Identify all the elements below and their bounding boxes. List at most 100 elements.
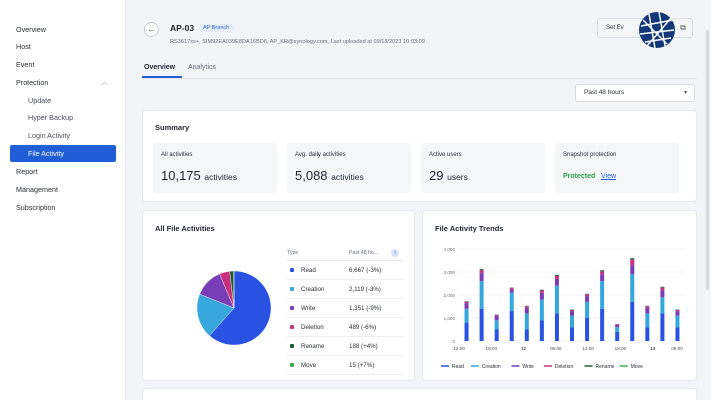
bar-segment-deletion[interactable]	[600, 271, 605, 275]
bar-segment-rename[interactable]	[660, 286, 665, 288]
bar-segment-creation[interactable]	[675, 315, 680, 328]
bar-segment-read[interactable]	[660, 313, 665, 341]
bar-segment-deletion[interactable]	[494, 314, 499, 316]
bar-segment-write[interactable]	[645, 307, 650, 314]
back-button[interactable]: ←	[144, 22, 159, 37]
time-range-select[interactable]: Past 48 hours ▾	[575, 84, 695, 102]
bar-segment-deletion[interactable]	[464, 301, 469, 304]
stat-number: 29	[429, 168, 444, 183]
legend-label[interactable]: Read	[452, 364, 464, 370]
bar-segment-deletion[interactable]	[645, 306, 650, 308]
sidebar-item-management[interactable]: Management	[16, 185, 58, 194]
bar-segment-creation[interactable]	[585, 301, 590, 318]
bar-segment-deletion[interactable]	[539, 290, 544, 293]
bar-segment-creation[interactable]	[479, 281, 484, 309]
scrollbar[interactable]	[706, 30, 709, 290]
bar-segment-creation[interactable]	[615, 327, 620, 332]
bar-segment-read[interactable]	[524, 329, 529, 342]
sidebar-item-event[interactable]: Event	[16, 60, 35, 69]
bar-segment-creation[interactable]	[539, 299, 544, 321]
legend-label[interactable]: Deletion	[555, 364, 574, 370]
bar-segment-write[interactable]	[464, 303, 469, 309]
bar-segment-rename[interactable]	[539, 289, 544, 291]
sidebar-item-overview[interactable]: Overview	[16, 25, 46, 34]
sidebar-item-login-activity[interactable]: Login Activity	[28, 131, 70, 140]
bar-segment-write[interactable]	[630, 265, 635, 275]
activity-count: 2,119 (-3%)	[349, 286, 381, 293]
bar-segment-creation[interactable]	[645, 313, 650, 328]
bar-segment-read[interactable]	[479, 308, 484, 341]
bar-segment-creation[interactable]	[660, 297, 665, 314]
view-snapshot-link[interactable]: View	[601, 173, 617, 180]
stat-label: Active users	[429, 152, 462, 158]
legend-label[interactable]: Rename	[596, 364, 615, 370]
bar-segment-creation[interactable]	[570, 315, 574, 328]
sidebar-item-hyper-backup[interactable]: Hyper Backup	[28, 113, 74, 122]
x-tick-label: 12:00	[582, 346, 594, 351]
bar-segment-write[interactable]	[675, 311, 680, 316]
sidebar-item-protection[interactable]: Protection ︿	[10, 74, 116, 91]
bar-segment-read[interactable]	[675, 327, 680, 341]
bar-segment-rename[interactable]	[554, 274, 559, 276]
sidebar-item-host[interactable]: Host	[16, 42, 31, 51]
bar-segment-deletion[interactable]	[615, 324, 620, 325]
bar-segment-deletion[interactable]	[660, 287, 665, 291]
bar-segment-write[interactable]	[600, 274, 605, 282]
legend-label[interactable]: Creation	[482, 364, 501, 370]
bar-segment-write[interactable]	[524, 307, 529, 314]
sidebar-item-report[interactable]: Report	[16, 167, 38, 176]
bar-segment-read[interactable]	[585, 318, 590, 341]
bar-segment-deletion[interactable]	[570, 309, 574, 312]
legend-label[interactable]: Write	[522, 364, 534, 370]
pie-slice-read[interactable]	[209, 270, 272, 346]
bar-segment-rename[interactable]	[630, 258, 635, 260]
bar-segment-read[interactable]	[554, 313, 559, 341]
sidebar-item-update[interactable]: Update	[28, 96, 52, 105]
bar-segment-deletion[interactable]	[585, 294, 590, 297]
bar-segment-read[interactable]	[630, 301, 635, 341]
bar-segment-creation[interactable]	[509, 292, 514, 312]
activity-type: Rename	[301, 343, 325, 350]
bar-segment-creation[interactable]	[464, 308, 469, 323]
bar-segment-rename[interactable]	[479, 269, 484, 271]
bar-segment-creation[interactable]	[600, 281, 605, 309]
bar-segment-creation[interactable]	[494, 320, 499, 330]
bar-segment-write[interactable]	[509, 289, 514, 293]
bar-segment-rename[interactable]	[600, 270, 605, 272]
legend-label[interactable]: Move	[631, 364, 643, 370]
bar-segment-read[interactable]	[539, 320, 544, 341]
bar-segment-read[interactable]	[570, 327, 574, 341]
bar-segment-deletion[interactable]	[675, 309, 680, 312]
bar-segment-write[interactable]	[570, 311, 574, 316]
bar-segment-deletion[interactable]	[479, 270, 484, 274]
sidebar-item-file-activity[interactable]: File Activity	[10, 145, 116, 162]
bar-segment-read[interactable]	[464, 322, 469, 341]
bar-segment-write[interactable]	[615, 324, 620, 328]
bar-segment-read[interactable]	[494, 329, 499, 342]
bar-segment-creation[interactable]	[524, 313, 529, 330]
bar-segment-deletion[interactable]	[630, 259, 635, 266]
bar-segment-deletion[interactable]	[524, 306, 529, 308]
bar-segment-creation[interactable]	[554, 285, 559, 314]
bar-segment-write[interactable]	[479, 273, 484, 282]
bar-segment-write[interactable]	[660, 290, 665, 298]
info-icon[interactable]: i	[391, 249, 399, 257]
bar-segment-creation[interactable]	[630, 274, 635, 302]
bar-segment-read[interactable]	[615, 331, 620, 341]
bar-segment-read[interactable]	[509, 311, 514, 341]
legend-swatch	[290, 363, 294, 367]
bar-segment-read[interactable]	[645, 327, 650, 341]
bar-segment-deletion[interactable]	[554, 275, 559, 279]
bar-segment-write[interactable]	[539, 292, 544, 300]
bar-segment-write[interactable]	[585, 296, 590, 302]
activity-count: 6,667 (-3%)	[349, 267, 382, 274]
tab-analytics[interactable]: Analytics	[188, 64, 217, 71]
bar-segment-read[interactable]	[600, 308, 605, 341]
bar-segment-write[interactable]	[554, 278, 559, 286]
stat-unit: users	[447, 172, 468, 182]
tab-overview[interactable]: Overview	[144, 64, 176, 71]
bar-segment-write[interactable]	[494, 315, 499, 321]
bar-segment-deletion[interactable]	[509, 288, 514, 290]
pie-slice-creation[interactable]	[196, 293, 235, 336]
sidebar-item-subscription[interactable]: Subscription	[16, 203, 56, 212]
